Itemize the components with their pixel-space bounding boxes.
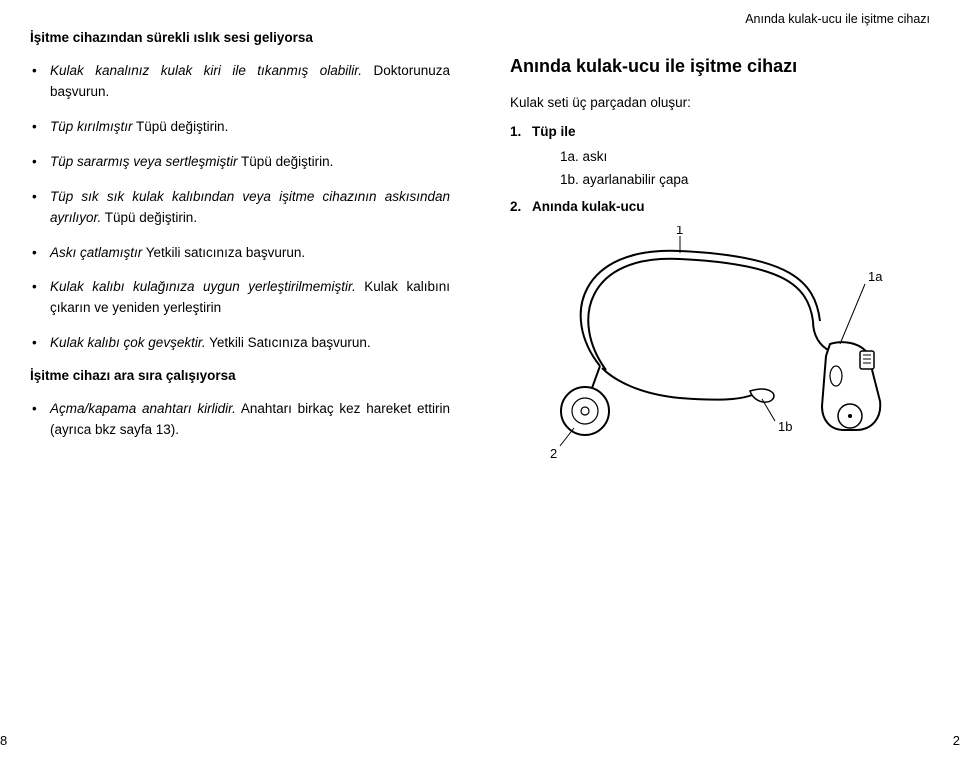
list-item-text: Yetkili satıcınıza başvurun. [142,245,305,260]
hook-path [813,321,830,351]
hearing-aid-figure: 1 1a 1b 2 [510,226,930,466]
list-item-italic: Kulak kanalınız kulak kiri ile tıkanmış … [50,63,362,78]
tube-path-inner [588,259,813,370]
list-item: Kulak kalıbı çok gevşektir. Yetkili Satı… [50,333,450,354]
fig-label-1a: 1a [868,269,883,284]
page-spread: İşitme cihazından sürekli ıslık sesi gel… [0,0,960,762]
sub-key: 1a. [560,149,579,164]
left-page: İşitme cihazından sürekli ıslık sesi gel… [0,0,480,762]
ear-tip [561,366,609,435]
body-detail [830,366,842,386]
list-item-text: Tüpü değiştirin. [238,154,334,169]
list-item-italic: Kulak kalıbı kulağınıza uygun yerleştiri… [50,279,356,294]
list-item-italic: Açma/kapama anahtarı kirlidir. [50,401,236,416]
tube-path [581,251,820,366]
left-heading-1: İşitme cihazından sürekli ıslık sesi gel… [30,30,450,45]
left-heading-2: İşitme cihazı ara sıra çalışıyorsa [30,368,450,383]
list-item-italic: Kulak kalıbı çok gevşektir. [50,335,206,350]
list-item-italic: Askı çatlamıştır [50,245,142,260]
anchor-path [602,368,755,400]
list-item: 1a. askı [560,149,930,164]
list-item: Tüp sararmış veya sertleşmiştir Tüpü değ… [50,152,450,173]
hearing-aid-svg: 1 1a 1b 2 [530,226,910,466]
sub-val: ayarlanabilir çapa [583,172,689,187]
list-item: Açma/kapama anahtarı kirlidir. Anahtarı … [50,399,450,441]
left-list-2: Açma/kapama anahtarı kirlidir. Anahtarı … [30,399,450,441]
page-number-right: 29 [720,733,960,748]
label-line-1a [840,284,865,344]
left-list-1: Kulak kanalınız kulak kiri ile tıkanmış … [30,61,450,354]
list-item: Tüp sık sık kulak kalıbından veya işitme… [50,187,450,229]
fig-label-1: 1 [676,226,683,237]
sublist: 1a. askı 1b. ayarlanabilir çapa [532,149,930,187]
list-item: Tüp kırılmıştır Tüpü değiştirin. [50,117,450,138]
hearing-aid-body [822,342,880,430]
sub-val: askı [583,149,608,164]
body-switch [860,351,874,369]
list-item: Kulak kalıbı kulağınıza uygun yerleştiri… [50,277,450,319]
list-item: 1. Tüp ile 1a. askı 1b. ayarlanabilir ça… [532,124,930,187]
fig-label-2: 2 [550,446,557,461]
list-item-text: Tüpü değiştirin. [101,210,197,225]
anchor-tip [750,389,774,402]
list-item: Askı çatlamıştır Yetkili satıcınıza başv… [50,243,450,264]
label-line-2 [560,428,574,446]
right-page: Anında kulak-ucu ile işitme cihazı Anınd… [480,0,960,762]
intro-text: Kulak seti üç parçadan oluşur: [510,95,930,110]
list-item-text: Tüpü değiştirin. [133,119,229,134]
list-item-italic: Tüp sararmış veya sertleşmiştir [50,154,238,169]
fig-label-1b: 1b [778,419,792,434]
list-item: Kulak kanalınız kulak kiri ile tıkanmış … [50,61,450,103]
list-item-text: Yetkili Satıcınıza başvurun. [206,335,371,350]
list-num: 2. [510,199,521,214]
sub-key: 1b. [560,172,579,187]
component-list: 1. Tüp ile 1a. askı 1b. ayarlanabilir ça… [510,124,930,214]
list-item: 2. Anında kulak-ucu [532,199,930,214]
running-header: Anında kulak-ucu ile işitme cihazı [510,12,930,26]
list-item: 1b. ayarlanabilir çapa [560,172,930,187]
list-label: Anında kulak-ucu [532,199,645,214]
list-label: Tüp ile [532,124,576,139]
list-item-italic: Tüp kırılmıştır [50,119,133,134]
list-num: 1. [510,124,521,139]
right-title: Anında kulak-ucu ile işitme cihazı [510,56,930,77]
page-number-left: 28 [0,733,240,748]
